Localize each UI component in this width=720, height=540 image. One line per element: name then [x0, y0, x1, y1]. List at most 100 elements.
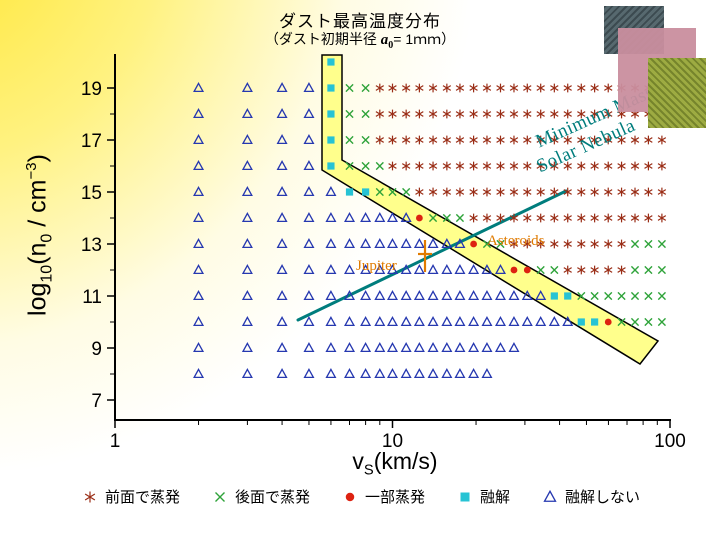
data-point-open-triangle: [468, 342, 480, 353]
data-point-asterisk: [644, 161, 653, 171]
data-point-cross: [630, 239, 640, 249]
data-point-open-triangle: [325, 238, 337, 249]
data-point-open-triangle: [193, 108, 205, 119]
data-point-cross: [345, 109, 354, 119]
data-point-asterisk: [84, 491, 96, 502]
data-point-asterisk: [469, 213, 478, 223]
data-point-open-triangle: [441, 238, 453, 249]
data-point-asterisk: [442, 187, 452, 197]
data-point-open-triangle: [193, 264, 205, 275]
legend-filled-circle-icon: [345, 492, 355, 501]
data-point-asterisk: [630, 213, 640, 223]
data-point-open-triangle: [441, 316, 453, 327]
data-point-open-triangle: [344, 264, 356, 275]
y-title-n: (n: [23, 242, 52, 265]
data-point-open-triangle: [241, 82, 253, 93]
data-point-open-triangle: [325, 290, 337, 301]
y-tick-label: 11: [82, 287, 102, 308]
legend-filled-square-icon: [460, 492, 470, 501]
data-point-open-triangle: [344, 238, 356, 249]
data-point-open-triangle: [374, 238, 386, 249]
data-point-open-triangle: [481, 342, 493, 353]
data-point-open-triangle: [344, 316, 356, 327]
data-point-open-triangle: [508, 290, 520, 301]
data-point-asterisk: [523, 161, 532, 171]
data-point-asterisk: [496, 83, 505, 93]
data-point-open-triangle: [454, 342, 466, 353]
data-point-filled-square: [591, 318, 599, 326]
legend-item-filled-square: 融解: [455, 486, 510, 507]
data-point-asterisk: [563, 109, 572, 119]
data-point-filled-square: [327, 110, 335, 118]
legend-asterisk-icon: [84, 491, 96, 502]
data-point-open-triangle: [562, 316, 574, 327]
data-point-open-triangle: [360, 264, 372, 275]
data-point-filled-square: [550, 292, 558, 300]
data-point-asterisk: [617, 135, 626, 145]
data-point-asterisk: [590, 83, 599, 93]
data-point-open-triangle: [468, 264, 480, 275]
data-point-cross: [428, 213, 438, 223]
y-tick-label: 19: [81, 79, 102, 100]
data-point-open-triangle: [276, 160, 288, 171]
data-point-asterisk: [455, 83, 465, 93]
legend-label: 前面で蒸発: [104, 489, 180, 506]
data-point-open-triangle: [193, 342, 205, 353]
asteroids-label: Asteroids: [487, 233, 545, 249]
data-point-cross: [630, 291, 640, 301]
data-point-asterisk: [469, 83, 478, 93]
data-point-asterisk: [590, 109, 599, 119]
data-point-asterisk: [523, 83, 532, 93]
data-point-asterisk: [509, 239, 519, 249]
data-point-asterisk: [375, 109, 385, 119]
data-point-asterisk: [496, 213, 505, 223]
y-tick-label: 9: [91, 339, 102, 360]
data-point-asterisk: [482, 109, 492, 119]
data-point-asterisk: [536, 213, 545, 223]
data-point-asterisk: [604, 239, 613, 249]
data-point-asterisk: [375, 135, 385, 145]
data-point-open-triangle: [508, 342, 520, 353]
data-point-open-triangle: [427, 290, 439, 301]
data-point-open-triangle: [303, 186, 315, 197]
data-point-asterisk: [536, 187, 545, 197]
data-point-asterisk: [442, 135, 452, 145]
data-point-filled-square: [345, 188, 354, 196]
data-point-asterisk: [509, 135, 519, 145]
data-point-asterisk: [604, 187, 613, 197]
data-point-cross: [644, 265, 653, 275]
data-point-asterisk: [550, 135, 559, 145]
data-point-open-triangle: [400, 316, 412, 327]
data-point-open-triangle: [413, 264, 425, 275]
data-point-open-triangle: [400, 212, 412, 223]
data-point-asterisk: [563, 265, 572, 275]
y-title-close: ): [23, 154, 52, 163]
data-point-open-triangle: [454, 264, 466, 275]
data-point-asterisk: [657, 187, 667, 197]
data-point-open-triangle: [360, 290, 372, 301]
jupiter-label: Jupiter: [356, 258, 397, 274]
data-point-open-triangle: [374, 264, 386, 275]
data-point-cross: [617, 317, 626, 327]
data-point-open-triangle: [494, 316, 506, 327]
data-point-open-triangle: [481, 316, 493, 327]
data-point-asterisk: [415, 187, 424, 197]
data-point-open-triangle: [521, 316, 533, 327]
data-point-filled-circle: [523, 266, 531, 274]
data-point-asterisk: [415, 109, 424, 119]
data-point-asterisk: [469, 109, 478, 119]
data-point-asterisk: [604, 135, 613, 145]
data-point-open-triangle: [494, 290, 506, 301]
data-point-open-triangle: [387, 316, 398, 327]
data-point-open-triangle: [374, 316, 386, 327]
data-point-open-triangle: [413, 368, 425, 379]
subtitle-value: = 1ｍｍ）: [393, 31, 456, 47]
data-point-asterisk: [388, 161, 397, 171]
data-point-open-triangle: [193, 186, 205, 197]
data-point-asterisk: [428, 83, 438, 93]
data-point-open-triangle: [276, 186, 288, 197]
data-point-open-triangle: [325, 316, 337, 327]
data-point-open-triangle: [325, 342, 337, 353]
x-tick-label: 1: [110, 431, 121, 452]
data-point-asterisk: [630, 161, 640, 171]
